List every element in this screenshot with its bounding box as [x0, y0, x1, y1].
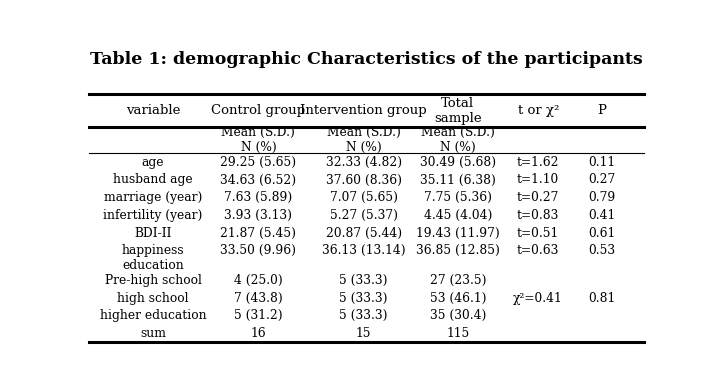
Text: 21.87 (5.45): 21.87 (5.45)	[220, 227, 297, 239]
Text: education: education	[122, 259, 184, 272]
Text: 115: 115	[446, 327, 470, 340]
Text: t=0.63: t=0.63	[517, 244, 559, 257]
Text: Table 1: demographic Characteristics of the participants: Table 1: demographic Characteristics of …	[90, 51, 643, 68]
Text: t=1.62: t=1.62	[517, 156, 559, 169]
Text: 7 (43.8): 7 (43.8)	[234, 292, 282, 304]
Text: 7.07 (5.65): 7.07 (5.65)	[330, 191, 398, 204]
Text: 0.41: 0.41	[588, 209, 616, 222]
Text: 34.63 (6.52): 34.63 (6.52)	[220, 173, 297, 187]
Text: 32.33 (4.82): 32.33 (4.82)	[325, 156, 402, 169]
Text: 3.93 (3.13): 3.93 (3.13)	[225, 209, 292, 222]
Text: P: P	[598, 104, 606, 117]
Text: Mean (S.D.)
N (%): Mean (S.D.) N (%)	[222, 126, 295, 154]
Text: t=1.10: t=1.10	[517, 173, 559, 187]
Text: 15: 15	[356, 327, 371, 340]
Text: 35 (30.4): 35 (30.4)	[430, 309, 486, 322]
Text: 0.79: 0.79	[588, 191, 616, 204]
Text: high school: high school	[117, 292, 189, 304]
Text: 5 (33.3): 5 (33.3)	[340, 274, 388, 287]
Text: 5 (31.2): 5 (31.2)	[234, 309, 282, 322]
Text: Mean (S.D.)
N (%): Mean (S.D.) N (%)	[327, 126, 400, 154]
Text: Total
sample: Total sample	[434, 97, 482, 124]
Text: t=0.27: t=0.27	[517, 191, 559, 204]
Text: 27 (23.5): 27 (23.5)	[430, 274, 486, 287]
Text: 5.27 (5.37): 5.27 (5.37)	[330, 209, 398, 222]
Text: 33.50 (9.96): 33.50 (9.96)	[220, 244, 297, 257]
Text: 37.60 (8.36): 37.60 (8.36)	[325, 173, 402, 187]
Text: 20.87 (5.44): 20.87 (5.44)	[325, 227, 402, 239]
Text: Mean (S.D.)
N (%): Mean (S.D.) N (%)	[421, 126, 495, 154]
Text: 29.25 (5.65): 29.25 (5.65)	[220, 156, 297, 169]
Text: 36.13 (13.14): 36.13 (13.14)	[322, 244, 405, 257]
Text: Intervention group: Intervention group	[300, 104, 427, 117]
Text: 4.45 (4.04): 4.45 (4.04)	[424, 209, 492, 222]
Text: 35.11 (6.38): 35.11 (6.38)	[420, 173, 495, 187]
Text: 0.61: 0.61	[588, 227, 616, 239]
Text: 16: 16	[250, 327, 266, 340]
Text: 0.53: 0.53	[588, 244, 616, 257]
Text: t=0.51: t=0.51	[517, 227, 559, 239]
Text: 5 (33.3): 5 (33.3)	[340, 292, 388, 304]
Text: 53 (46.1): 53 (46.1)	[430, 292, 486, 304]
Text: Pre-high school: Pre-high school	[104, 274, 202, 287]
Text: sum: sum	[140, 327, 166, 340]
Text: 19.43 (11.97): 19.43 (11.97)	[416, 227, 500, 239]
Text: 7.75 (5.36): 7.75 (5.36)	[424, 191, 492, 204]
Text: marriage (year): marriage (year)	[104, 191, 202, 204]
Text: 7.63 (5.89): 7.63 (5.89)	[225, 191, 292, 204]
Text: infertility (year): infertility (year)	[104, 209, 203, 222]
Text: t=0.83: t=0.83	[517, 209, 559, 222]
Text: age: age	[142, 156, 164, 169]
Text: Control group: Control group	[212, 104, 305, 117]
Text: 0.27: 0.27	[588, 173, 616, 187]
Text: 4 (25.0): 4 (25.0)	[234, 274, 282, 287]
Text: χ²=0.41: χ²=0.41	[513, 292, 563, 304]
Text: variable: variable	[126, 104, 180, 117]
Text: BDI-II: BDI-II	[134, 227, 172, 239]
Text: 5 (33.3): 5 (33.3)	[340, 309, 388, 322]
Text: husband age: husband age	[113, 173, 193, 187]
Text: higher education: higher education	[100, 309, 207, 322]
Text: t or χ²: t or χ²	[518, 104, 559, 117]
Text: 0.81: 0.81	[588, 292, 616, 304]
Text: 0.11: 0.11	[588, 156, 616, 169]
Text: 30.49 (5.68): 30.49 (5.68)	[420, 156, 496, 169]
Text: 36.85 (12.85): 36.85 (12.85)	[416, 244, 500, 257]
Text: happiness: happiness	[122, 244, 184, 257]
